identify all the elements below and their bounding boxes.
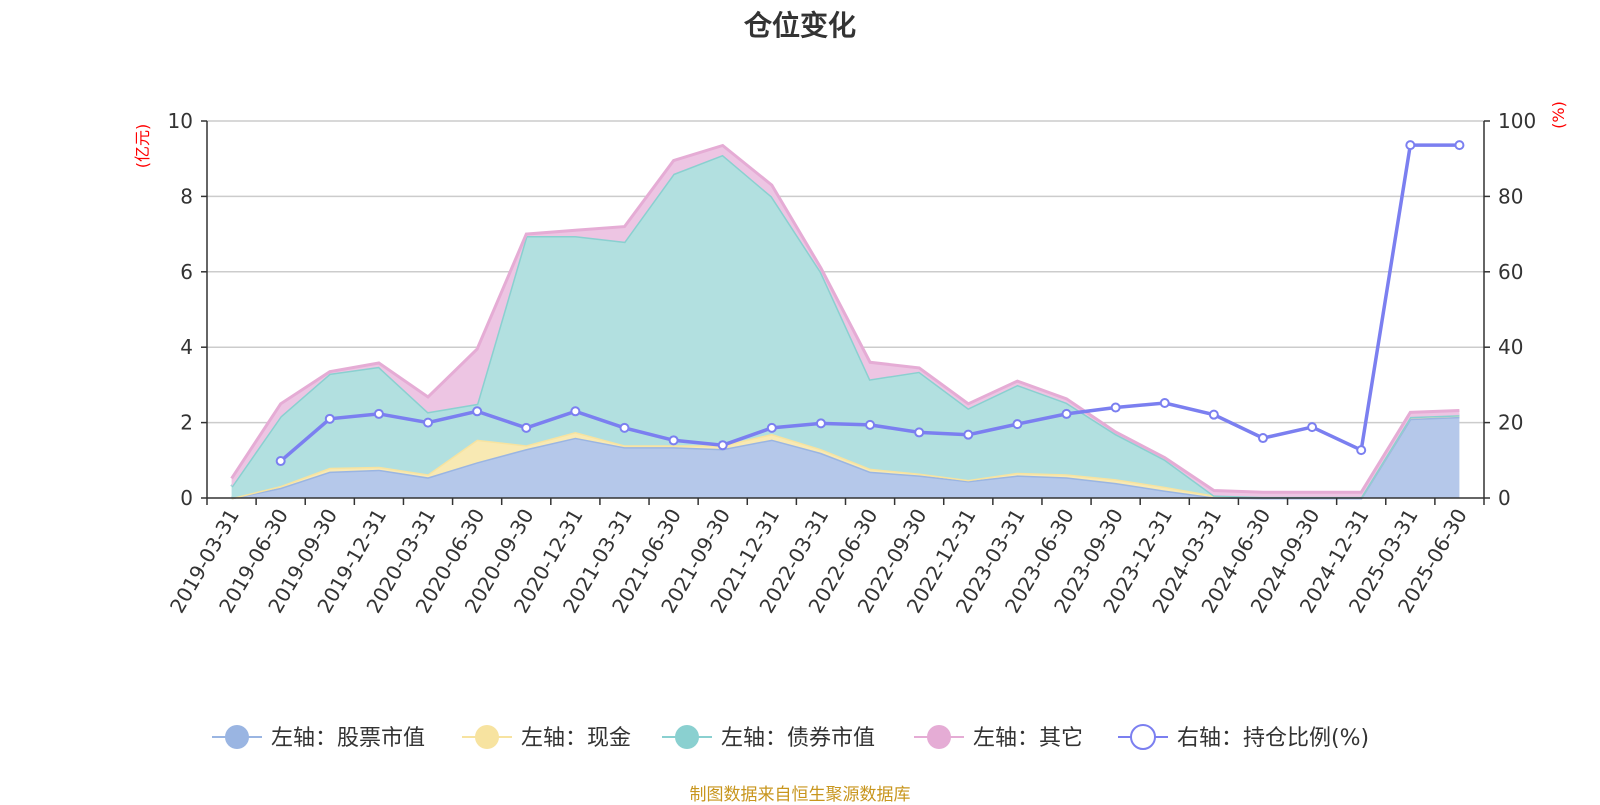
ratio-point	[570, 406, 581, 417]
ratio-point	[1405, 140, 1416, 151]
area-左轴：股票市值	[231, 416, 1460, 498]
legend-item: 左轴：现金	[462, 725, 631, 751]
right-axis-unit-label: (%)	[1549, 101, 1568, 129]
legend-marker	[675, 725, 699, 749]
ratio-point	[668, 435, 679, 446]
ratio-point	[963, 429, 974, 440]
right-axis-tick-label: 60	[1498, 260, 1523, 284]
legend-marker	[927, 725, 951, 749]
legend-label: 左轴：现金	[521, 726, 631, 751]
ratio-point	[1061, 408, 1072, 419]
area-edge-左轴：其它	[230, 143, 1460, 494]
right-axis-tick-label: 0	[1498, 486, 1511, 510]
left-axis-tick-label: 10	[168, 109, 193, 133]
ratio-point	[373, 408, 384, 419]
stacked-areas	[230, 143, 1460, 500]
ratio-point	[1110, 402, 1121, 413]
legend-label: 左轴：股票市值	[271, 726, 425, 751]
ratio-point	[423, 417, 434, 428]
ratio-point	[1356, 445, 1367, 456]
legend-marker	[225, 725, 249, 749]
left-axis-unit-label: (亿元)	[133, 124, 152, 169]
right-axis-tick-label: 100	[1498, 109, 1536, 133]
ratio-point	[275, 456, 286, 467]
ratio-point	[865, 419, 876, 430]
right-axis-tick-label: 20	[1498, 411, 1523, 435]
left-axis-tick-label: 6	[180, 260, 193, 284]
ratio-point	[766, 422, 777, 433]
ratio-point	[1454, 140, 1465, 151]
legend-item: 左轴：其它	[914, 725, 1083, 751]
ratio-point	[1012, 419, 1023, 430]
legend-item: 右轴：持仓比例(%)	[1118, 724, 1369, 751]
ratio-point	[815, 418, 826, 429]
legend-item: 左轴：股票市值	[212, 725, 425, 751]
legend-item: 左轴：债券市值	[662, 725, 875, 751]
x-tick-labels: 2019-03-312019-06-302019-09-302019-12-31…	[165, 505, 1472, 618]
ratio-point	[521, 422, 532, 433]
ratio-point	[619, 422, 630, 433]
legend-label: 左轴：债券市值	[721, 726, 875, 751]
data-source-note: 制图数据来自恒生聚源数据库	[689, 785, 911, 805]
ratio-point	[472, 406, 483, 417]
legend-marker	[475, 725, 499, 749]
ratio-point	[717, 440, 728, 451]
legend: 左轴：股票市值 左轴：现金 左轴：债券市值 左轴：其它 右轴：持仓比例(%)	[212, 724, 1369, 751]
ratio-point	[1159, 397, 1170, 408]
ratio-point	[1257, 433, 1268, 444]
ratio-point	[324, 413, 335, 424]
area-左轴：现金	[231, 415, 1460, 498]
holding-ratio-line	[275, 140, 1465, 467]
right-axis-tick-label: 80	[1498, 184, 1523, 208]
legend-label: 右轴：持仓比例(%)	[1177, 726, 1369, 751]
left-axis-tick-label: 2	[180, 411, 193, 435]
left-axis-tick-label: 0	[180, 486, 193, 510]
ratio-point	[1208, 409, 1219, 420]
ratio-point	[1307, 422, 1318, 433]
ratio-point	[914, 427, 925, 438]
legend-marker	[1130, 724, 1156, 750]
left-axis-tick-label: 8	[180, 184, 193, 208]
chart-title: 仓位变化	[743, 9, 856, 42]
right-axis-tick-label: 40	[1498, 335, 1523, 359]
legend-label: 左轴：其它	[973, 726, 1083, 751]
left-axis-tick-label: 4	[180, 335, 193, 359]
